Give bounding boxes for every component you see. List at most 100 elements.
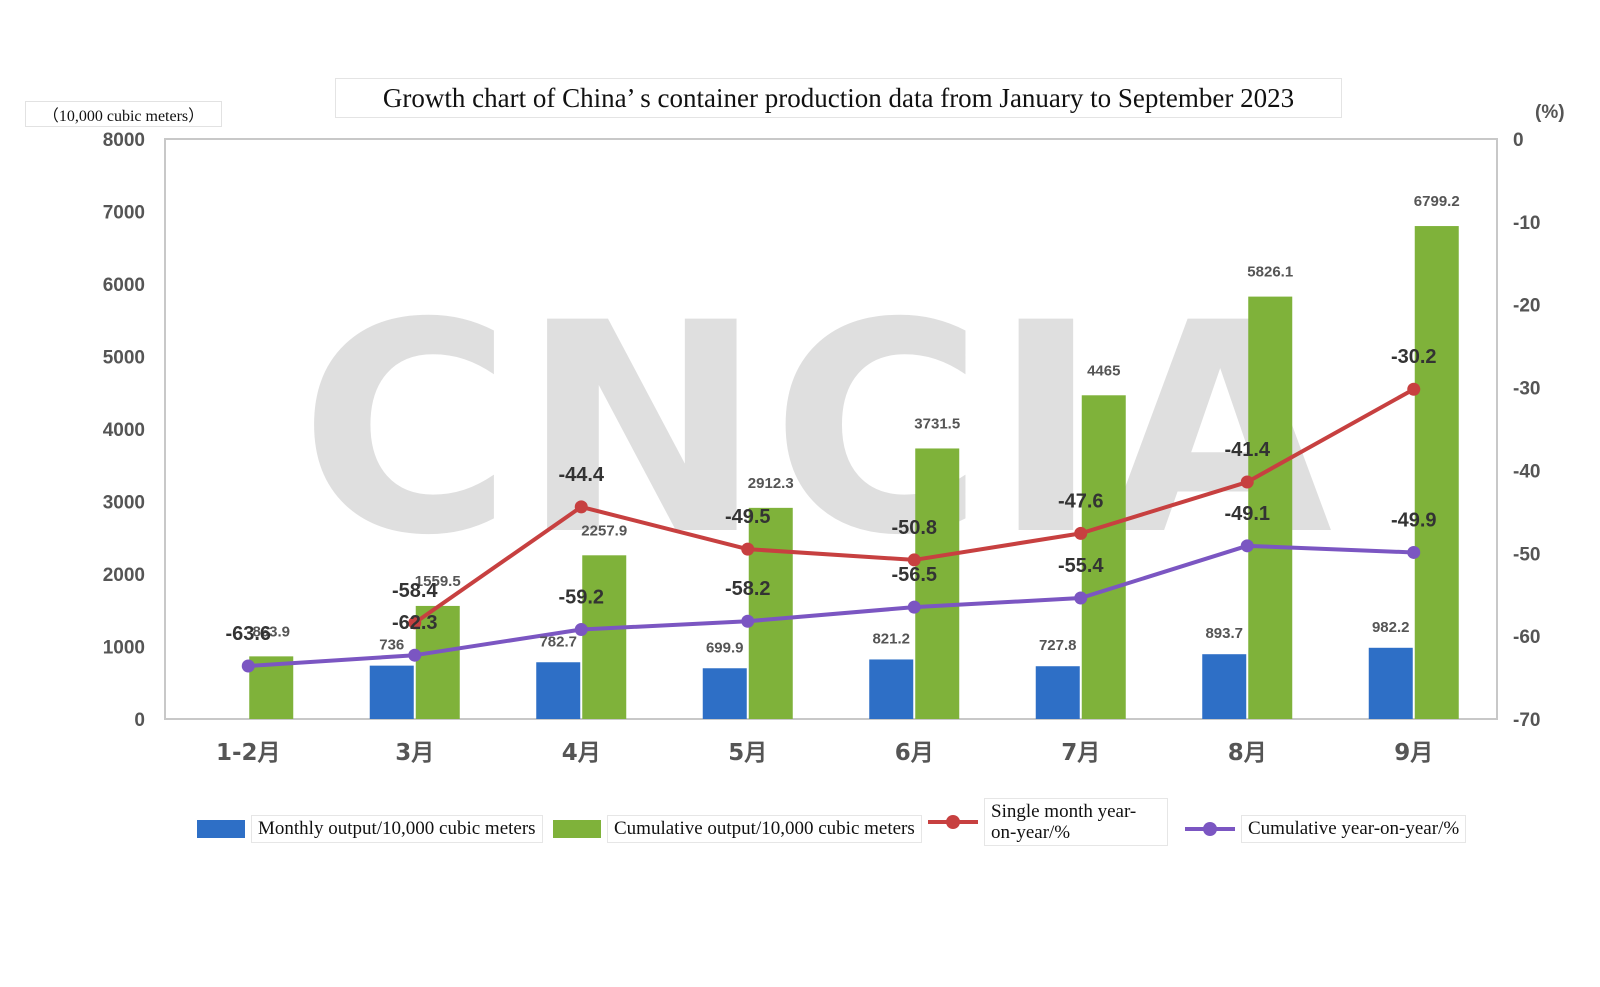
legend-item-cumulative-output: Cumulative output/10,000 cubic meters <box>553 815 922 843</box>
data-label-cumulative-yoy: -56.5 <box>891 564 937 586</box>
bar-monthly-output <box>1368 647 1413 719</box>
data-label-cumulative-output: 3731.5 <box>914 415 960 432</box>
legend-item-cumulative-yoy: Cumulative year-on-year/% <box>1185 815 1467 843</box>
data-label-single-month-yoy: -58.4 <box>392 580 438 602</box>
chart-axes: 0 1000 2000 3000 4000 5000 6000 7000 8000 0 -10 -20… <box>103 130 1541 766</box>
point-single-month-yoy <box>741 542 755 556</box>
right-axis-unit-label: (%) <box>1535 102 1565 123</box>
legend-swatch-cumulative-yoy <box>1185 819 1235 839</box>
data-label-monthly-output: 736 <box>379 637 404 654</box>
data-label-monthly-output: 982.2 <box>1372 619 1410 636</box>
bar-monthly-output <box>1035 666 1080 719</box>
right-axis-tick-label: -30 <box>1513 379 1540 400</box>
right-axis-tick-label: -50 <box>1513 544 1540 565</box>
left-axis-tick-label: 3000 <box>103 493 145 514</box>
legend-swatch-single-month-yoy <box>928 812 978 832</box>
bar-monthly-output <box>869 659 914 719</box>
data-label-single-month-yoy: -47.6 <box>1058 490 1104 512</box>
data-label-monthly-output: 893.7 <box>1205 625 1243 642</box>
point-cumulative-yoy <box>1407 545 1421 559</box>
x-axis-category-label: 1-2月 <box>216 740 281 766</box>
legend-swatch-cumulative-output <box>553 820 601 838</box>
bar-monthly-output <box>369 665 414 719</box>
data-label-cumulative-output: 863.9 <box>252 623 290 640</box>
legend-item-monthly-output: Monthly output/10,000 cubic meters <box>197 815 543 843</box>
point-cumulative-yoy <box>1074 591 1088 605</box>
data-label-cumulative-yoy: -49.1 <box>1224 503 1270 525</box>
data-label-single-month-yoy: -30.2 <box>1391 346 1437 368</box>
left-axis-tick-label: 4000 <box>103 420 145 441</box>
bar-series-layer <box>249 226 1459 720</box>
watermark-text: CNCIA <box>300 262 1341 599</box>
right-axis-tick-label: -40 <box>1513 461 1540 482</box>
x-axis-category-label: 8月 <box>1228 740 1267 766</box>
chart-title: Growth chart of China’ s container produ… <box>335 78 1342 118</box>
legend-label-cumulative-output: Cumulative output/10,000 cubic meters <box>607 815 922 843</box>
data-label-cumulative-yoy: -58.2 <box>725 578 771 600</box>
data-label-cumulative-yoy: -49.9 <box>1391 509 1437 531</box>
chart-legend: Monthly output/10,000 cubic meters Cumul… <box>0 798 1600 865</box>
x-axis-category-label: 5月 <box>728 740 767 766</box>
legend-label-monthly-output: Monthly output/10,000 cubic meters <box>251 815 543 843</box>
data-label-cumulative-output: 1559.5 <box>415 573 461 590</box>
point-cumulative-yoy <box>574 623 588 637</box>
bar-cumulative-output <box>915 448 960 719</box>
data-label-single-month-yoy: -41.4 <box>1224 439 1270 461</box>
point-cumulative-yoy <box>907 600 921 614</box>
x-axis-category-label: 6月 <box>895 740 934 766</box>
bar-cumulative-output <box>1414 226 1459 720</box>
data-label-cumulative-yoy: -59.2 <box>558 587 604 609</box>
point-cumulative-yoy <box>741 614 755 628</box>
data-label-monthly-output: 782.7 <box>539 633 577 650</box>
legend-item-single-month-yoy: Single month year-on-year/% <box>928 798 1168 846</box>
bar-cumulative-output <box>748 507 793 719</box>
data-label-cumulative-output: 6799.2 <box>1414 193 1460 210</box>
line-cumulative-yoy <box>248 543 1414 668</box>
data-label-cumulative-output: 2912.3 <box>748 475 794 492</box>
left-axis-tick-label: 5000 <box>103 348 145 369</box>
point-cumulative-yoy <box>241 659 255 673</box>
point-single-month-yoy <box>1074 526 1088 540</box>
bar-monthly-output <box>1202 654 1247 719</box>
right-axis-tick-label: -10 <box>1513 213 1540 234</box>
left-axis-tick-label: 2000 <box>103 565 145 586</box>
plot-frame <box>164 138 1498 720</box>
legend-label-single-month-yoy: Single month year-on-year/% <box>984 798 1168 846</box>
point-single-month-yoy <box>907 553 921 567</box>
data-label-monthly-output: 699.9 <box>706 639 744 656</box>
point-single-month-yoy <box>408 616 422 630</box>
right-axis-tick-label: -20 <box>1513 296 1540 317</box>
left-axis-tick-label: 1000 <box>103 638 145 659</box>
data-label-single-month-yoy: -50.8 <box>891 517 937 539</box>
point-single-month-yoy <box>574 500 588 514</box>
bar-cumulative-output <box>1081 395 1126 719</box>
data-label-cumulative-output: 2257.9 <box>581 522 627 539</box>
line-series-layer <box>241 382 1421 673</box>
right-axis-tick-label: -70 <box>1513 710 1540 731</box>
point-single-month-yoy <box>1407 382 1421 396</box>
data-label-monthly-output: 727.8 <box>1039 637 1077 654</box>
data-label-cumulative-output: 5826.1 <box>1247 264 1293 281</box>
left-axis-tick-label: 8000 <box>103 130 145 151</box>
bar-cumulative-output <box>1248 296 1293 719</box>
x-axis-category-label: 9月 <box>1394 740 1433 766</box>
bar-cumulative-output <box>582 555 627 719</box>
data-label-monthly-output: 821.2 <box>872 630 910 647</box>
cncia-watermark: CNCIA <box>300 262 1341 599</box>
legend-label-cumulative-yoy: Cumulative year-on-year/% <box>1241 815 1467 843</box>
point-cumulative-yoy <box>408 648 422 662</box>
bar-cumulative-output <box>415 605 460 719</box>
x-axis-category-label: 7月 <box>1061 740 1100 766</box>
right-axis-tick-label: 0 <box>1513 130 1524 151</box>
data-label-cumulative-yoy: -62.3 <box>392 612 438 634</box>
data-labels-layer: 736 782.7 699.9 821.2 727.8 893.7 982.2 863.9 15… <box>225 193 1459 656</box>
x-axis-category-label: 4月 <box>562 740 601 766</box>
left-axis-tick-label: 0 <box>134 710 145 731</box>
legend-swatch-monthly-output <box>197 820 245 838</box>
data-label-single-month-yoy: -49.5 <box>725 506 771 528</box>
point-single-month-yoy <box>1240 475 1254 489</box>
bar-monthly-output <box>702 668 747 719</box>
bar-monthly-output <box>536 662 581 719</box>
left-axis-tick-label: 7000 <box>103 203 145 224</box>
data-label-cumulative-yoy: -55.4 <box>1058 555 1104 577</box>
